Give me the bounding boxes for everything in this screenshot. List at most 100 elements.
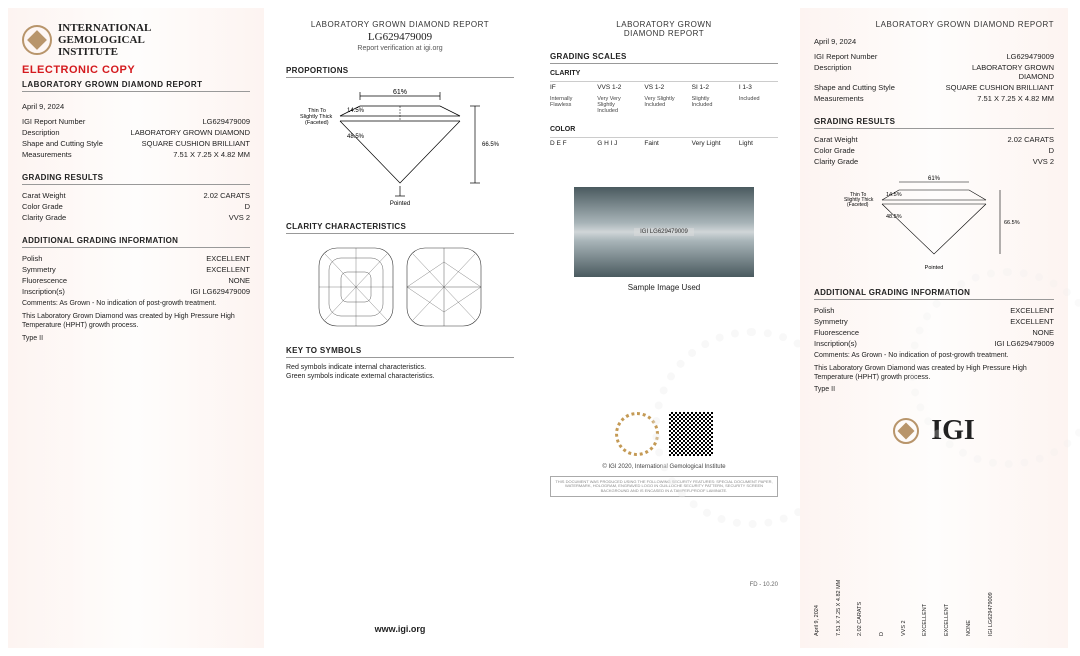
org-line1: INTERNATIONAL — [58, 22, 151, 34]
prop-crown: 14.5% — [347, 108, 365, 114]
strip-carat: 2.02 CARATS — [857, 546, 865, 636]
report-panel-3: LABORATORY GROWN DIAMOND REPORT GRADING … — [536, 8, 792, 648]
row-symmetry: Symmetry EXCELLENT — [22, 265, 250, 274]
lbl-fluorescence: Fluorescence — [22, 276, 67, 285]
strip-fluor: NONE — [966, 546, 974, 636]
row-shape: Shape and Cutting Style SQUARE CUSHION BR… — [22, 139, 250, 148]
report-date: April 9, 2024 — [22, 102, 250, 111]
prop-pavilion: 48.5% — [347, 134, 365, 140]
lbl-clarity: Clarity Grade — [22, 213, 66, 222]
key-red: Red symbols indicate internal characteri… — [286, 364, 514, 371]
svg-text:66.5%: 66.5% — [1004, 220, 1020, 226]
val-shape: SQUARE CUSHION BRILLIANT — [142, 139, 250, 148]
strip-polish: EXCELLENT — [922, 546, 930, 636]
cd-2: Very Slightly Included — [644, 96, 683, 114]
prop-depth: 66.5% — [482, 142, 500, 148]
lbl-shape: Shape and Cutting Style — [22, 139, 103, 148]
p4-lbl-fluor: Fluorescence — [814, 328, 859, 337]
p4-lbl-meas: Measurements — [814, 94, 864, 103]
cushion-pavilion-icon — [403, 242, 485, 332]
report-title: LABORATORY GROWN DIAMOND REPORT — [22, 80, 250, 92]
val-symmetry: EXCELLENT — [206, 265, 250, 274]
svg-text:(Faceted): (Faceted) — [847, 202, 869, 208]
val-color: D — [245, 202, 250, 211]
val-clarity: VVS 2 — [229, 213, 250, 222]
strip-symmetry: EXCELLENT — [944, 546, 952, 636]
prop-table: 61% — [393, 89, 407, 96]
row-polish: PolishEXCELLENT — [22, 254, 250, 263]
p4-row-meas: Measurements 7.51 X 7.25 X 4.82 MM — [814, 94, 1054, 103]
cd-0: Internally Flawless — [550, 96, 589, 114]
p4-row-clarity: Clarity Grade VVS 2 — [814, 157, 1054, 166]
prop-girdle3: (Faceted) — [305, 120, 329, 126]
cg-4: I 1-3 — [739, 84, 778, 91]
svg-text:14.5%: 14.5% — [886, 192, 902, 198]
p4-lbl-carat: Carat Weight — [814, 135, 858, 144]
section-clarity-char: CLARITY CHARACTERISTICS — [286, 222, 514, 234]
summary-strip: April 9, 2024 7.51 X 7.25 X 4.82 MM 2.02… — [814, 546, 1054, 636]
comments-2: This Laboratory Grown Diamond was create… — [22, 313, 250, 331]
cd-4: Included — [739, 96, 778, 114]
val-inscriptions: IGI LG629479009 — [190, 287, 250, 296]
p3-header-a: LABORATORY GROWN — [536, 20, 792, 29]
proportions-diagram: 61% 14.5% 48.5% 66.5% Thin To Slightly T… — [300, 88, 500, 208]
svg-text:Pointed: Pointed — [925, 265, 944, 271]
report-panel-2: LABORATORY GROWN DIAMOND REPORT LG629479… — [272, 8, 528, 648]
p4-val-number: LG629479009 — [1006, 52, 1054, 61]
colg-3: Very Light — [692, 140, 731, 147]
colg-4: Light — [739, 140, 778, 147]
lbl-carat: Carat Weight — [22, 191, 66, 200]
p4-lbl-polish: Polish — [814, 306, 834, 315]
p4-val-color: D — [1049, 146, 1054, 155]
igi-seal-icon-2 — [893, 418, 919, 444]
p2-verify: Report verification at igi.org — [272, 45, 528, 52]
colg-2: Faint — [644, 140, 683, 147]
p4-row-number: IGI Report Number LG629479009 — [814, 52, 1054, 61]
strip-meas: 7.51 X 7.25 X 4.82 MM — [836, 546, 844, 636]
lbl-polish: Polish — [22, 254, 42, 263]
p4-lbl-inscr: Inscription(s) — [814, 339, 857, 348]
cg-3: SI 1-2 — [692, 84, 731, 91]
form-id: FD - 10.20 — [750, 582, 778, 588]
p4-val-clarity: VVS 2 — [1033, 157, 1054, 166]
svg-text:61%: 61% — [928, 176, 941, 182]
section-scales: GRADING SCALES — [550, 52, 778, 64]
cg-1: VVS 1-2 — [597, 84, 636, 91]
website: www.igi.org — [272, 624, 528, 634]
p4-lbl-symmetry: Symmetry — [814, 317, 848, 326]
lbl-symmetry: Symmetry — [22, 265, 56, 274]
val-measurements: 7.51 X 7.25 X 4.82 MM — [173, 150, 250, 159]
strip-color: D — [879, 546, 887, 636]
lbl-report-number: IGI Report Number — [22, 117, 85, 126]
scale-clarity-label: CLARITY — [550, 70, 778, 77]
p4-lbl-clarity: Clarity Grade — [814, 157, 858, 166]
lbl-color: Color Grade — [22, 202, 63, 211]
p4-val-meas: 7.51 X 7.25 X 4.82 MM — [977, 94, 1054, 103]
svg-text:48.5%: 48.5% — [886, 214, 902, 220]
clarity-scale-desc: Internally Flawless Very Very Slightly I… — [550, 95, 778, 114]
strip-clarity: VVS 2 — [901, 546, 909, 636]
p4-date: April 9, 2024 — [814, 37, 1054, 46]
section-grading-results: GRADING RESULTS — [22, 173, 250, 185]
org-name: INTERNATIONAL GEMOLOGICAL INSTITUTE — [58, 22, 151, 58]
val-fluorescence: NONE — [228, 276, 250, 285]
p4-lbl-number: IGI Report Number — [814, 52, 877, 61]
color-scale: D E F G H I J Faint Very Light Light — [550, 137, 778, 147]
cg-2: VS 1-2 — [644, 84, 683, 91]
report-panel-4: LABORATORY GROWN DIAMOND REPORT April 9,… — [800, 8, 1068, 648]
row-inscriptions: Inscription(s)IGI LG629479009 — [22, 287, 250, 296]
p2-report-number: LG629479009 — [272, 31, 528, 43]
cd-1: Very Very Slightly Included — [597, 96, 636, 114]
logo-block: INTERNATIONAL GEMOLOGICAL INSTITUTE — [22, 22, 250, 58]
electronic-copy-label: ELECTRONIC COPY — [22, 64, 250, 76]
sample-image: IGI LG629479009 — [574, 187, 754, 277]
report-panel-1: INTERNATIONAL GEMOLOGICAL INSTITUTE ELEC… — [8, 8, 264, 648]
p4-row-color: Color GradeD — [814, 146, 1054, 155]
row-fluorescence: Fluorescence NONE — [22, 276, 250, 285]
p4-row-carat: Carat Weight2.02 CARATS — [814, 135, 1054, 144]
p4-lbl-desc: Description — [814, 63, 852, 81]
val-carat: 2.02 CARATS — [203, 191, 250, 200]
p4-val-desc: LABORATORY GROWN DIAMOND — [944, 63, 1054, 81]
p2-header: LABORATORY GROWN DIAMOND REPORT — [272, 20, 528, 29]
cg-0: IF — [550, 84, 589, 91]
